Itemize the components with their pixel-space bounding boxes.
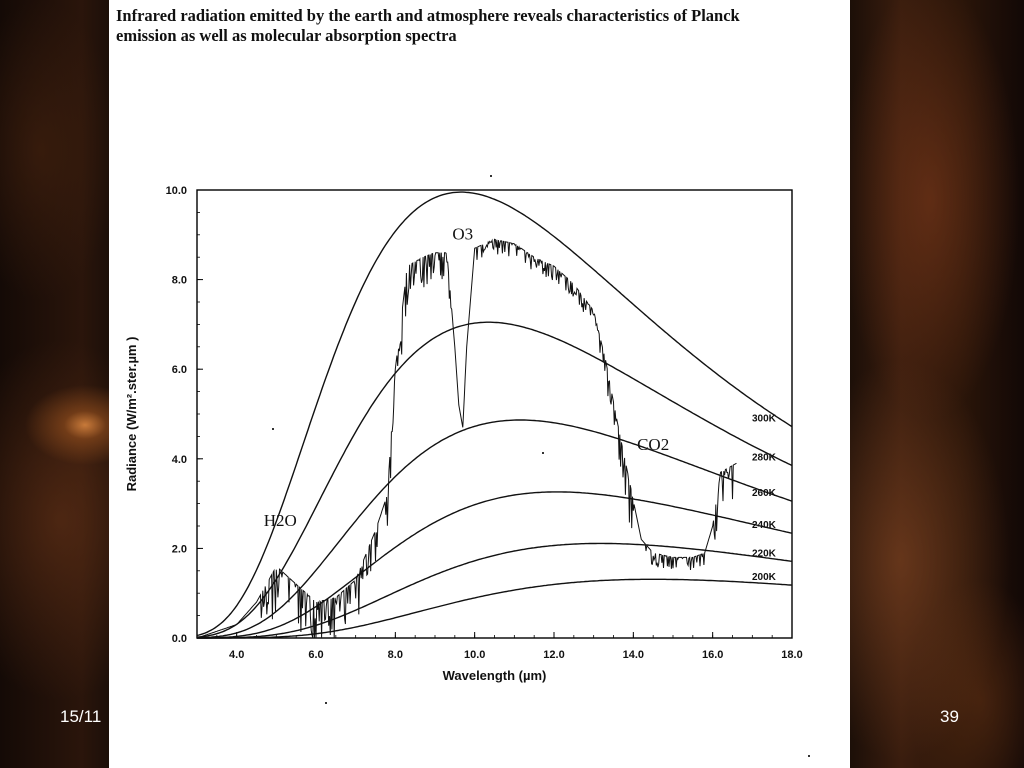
planck-curve-300k (196, 191, 793, 637)
co2-annotation: CO2 (637, 435, 669, 454)
slide-page (109, 0, 850, 768)
planck-curve-240k (196, 491, 793, 639)
x-tick-label: 4.0 (229, 649, 244, 661)
y-tick-label: 8.0 (172, 275, 187, 287)
curve-label-300k: 300K (752, 414, 777, 425)
scan-speck (808, 755, 810, 757)
planck-curve-200k (197, 578, 793, 639)
x-tick-label: 8.0 (388, 649, 403, 661)
x-tick-label: 14.0 (623, 649, 644, 661)
measured-spectrum-line (196, 238, 737, 639)
y-axis-label: Radiance (W/m².ster.µm ) (124, 337, 139, 492)
y-tick-label: 0.0 (172, 633, 187, 645)
y-tick-label: 10.0 (166, 185, 187, 197)
x-tick-label: 16.0 (702, 649, 723, 661)
plot-frame (196, 189, 793, 639)
scan-speck (490, 175, 492, 177)
page-number: 39 (940, 707, 959, 726)
o3-annotation: O3 (452, 224, 473, 243)
h2o-annotation: H2O (264, 511, 297, 530)
planck-curve-280k (196, 321, 793, 638)
y-tick-label: 4.0 (172, 454, 187, 466)
y-tick-label: 6.0 (172, 364, 187, 376)
planck-curve-260k (196, 419, 793, 639)
planck-curve-220k (197, 542, 793, 639)
curve-label-220k: 220K (752, 548, 777, 559)
x-tick-label: 12.0 (543, 649, 564, 661)
curve-label-200k: 200K (752, 572, 777, 583)
x-tick-label: 10.0 (464, 649, 485, 661)
x-tick-label: 6.0 (308, 649, 323, 661)
radiance-chart: 4.0 6.0 8.0 10.0 12.0 14.0 16.0 18.0 0.0 2.0 4.0 6.… (124, 185, 803, 683)
x-axis-label: Wavelength (µm) (443, 668, 547, 683)
x-tick-label: 18.0 (781, 649, 802, 661)
curve-label-260k: 260K (752, 488, 777, 499)
scan-speck (542, 452, 544, 454)
curve-label-280k: 280K (752, 452, 777, 463)
curve-label-240k: 240K (752, 520, 777, 531)
scan-speck (272, 428, 274, 430)
title-line-2: emission as well as molecular absorption… (116, 26, 457, 45)
footer-date: 15/11 (60, 707, 102, 726)
title-line-1: Infrared radiation emitted by the earth … (116, 6, 740, 25)
y-tick-label: 2.0 (172, 543, 187, 555)
scan-speck (325, 702, 327, 704)
slide-title: Infrared radiation emitted by the earth … (116, 6, 846, 46)
